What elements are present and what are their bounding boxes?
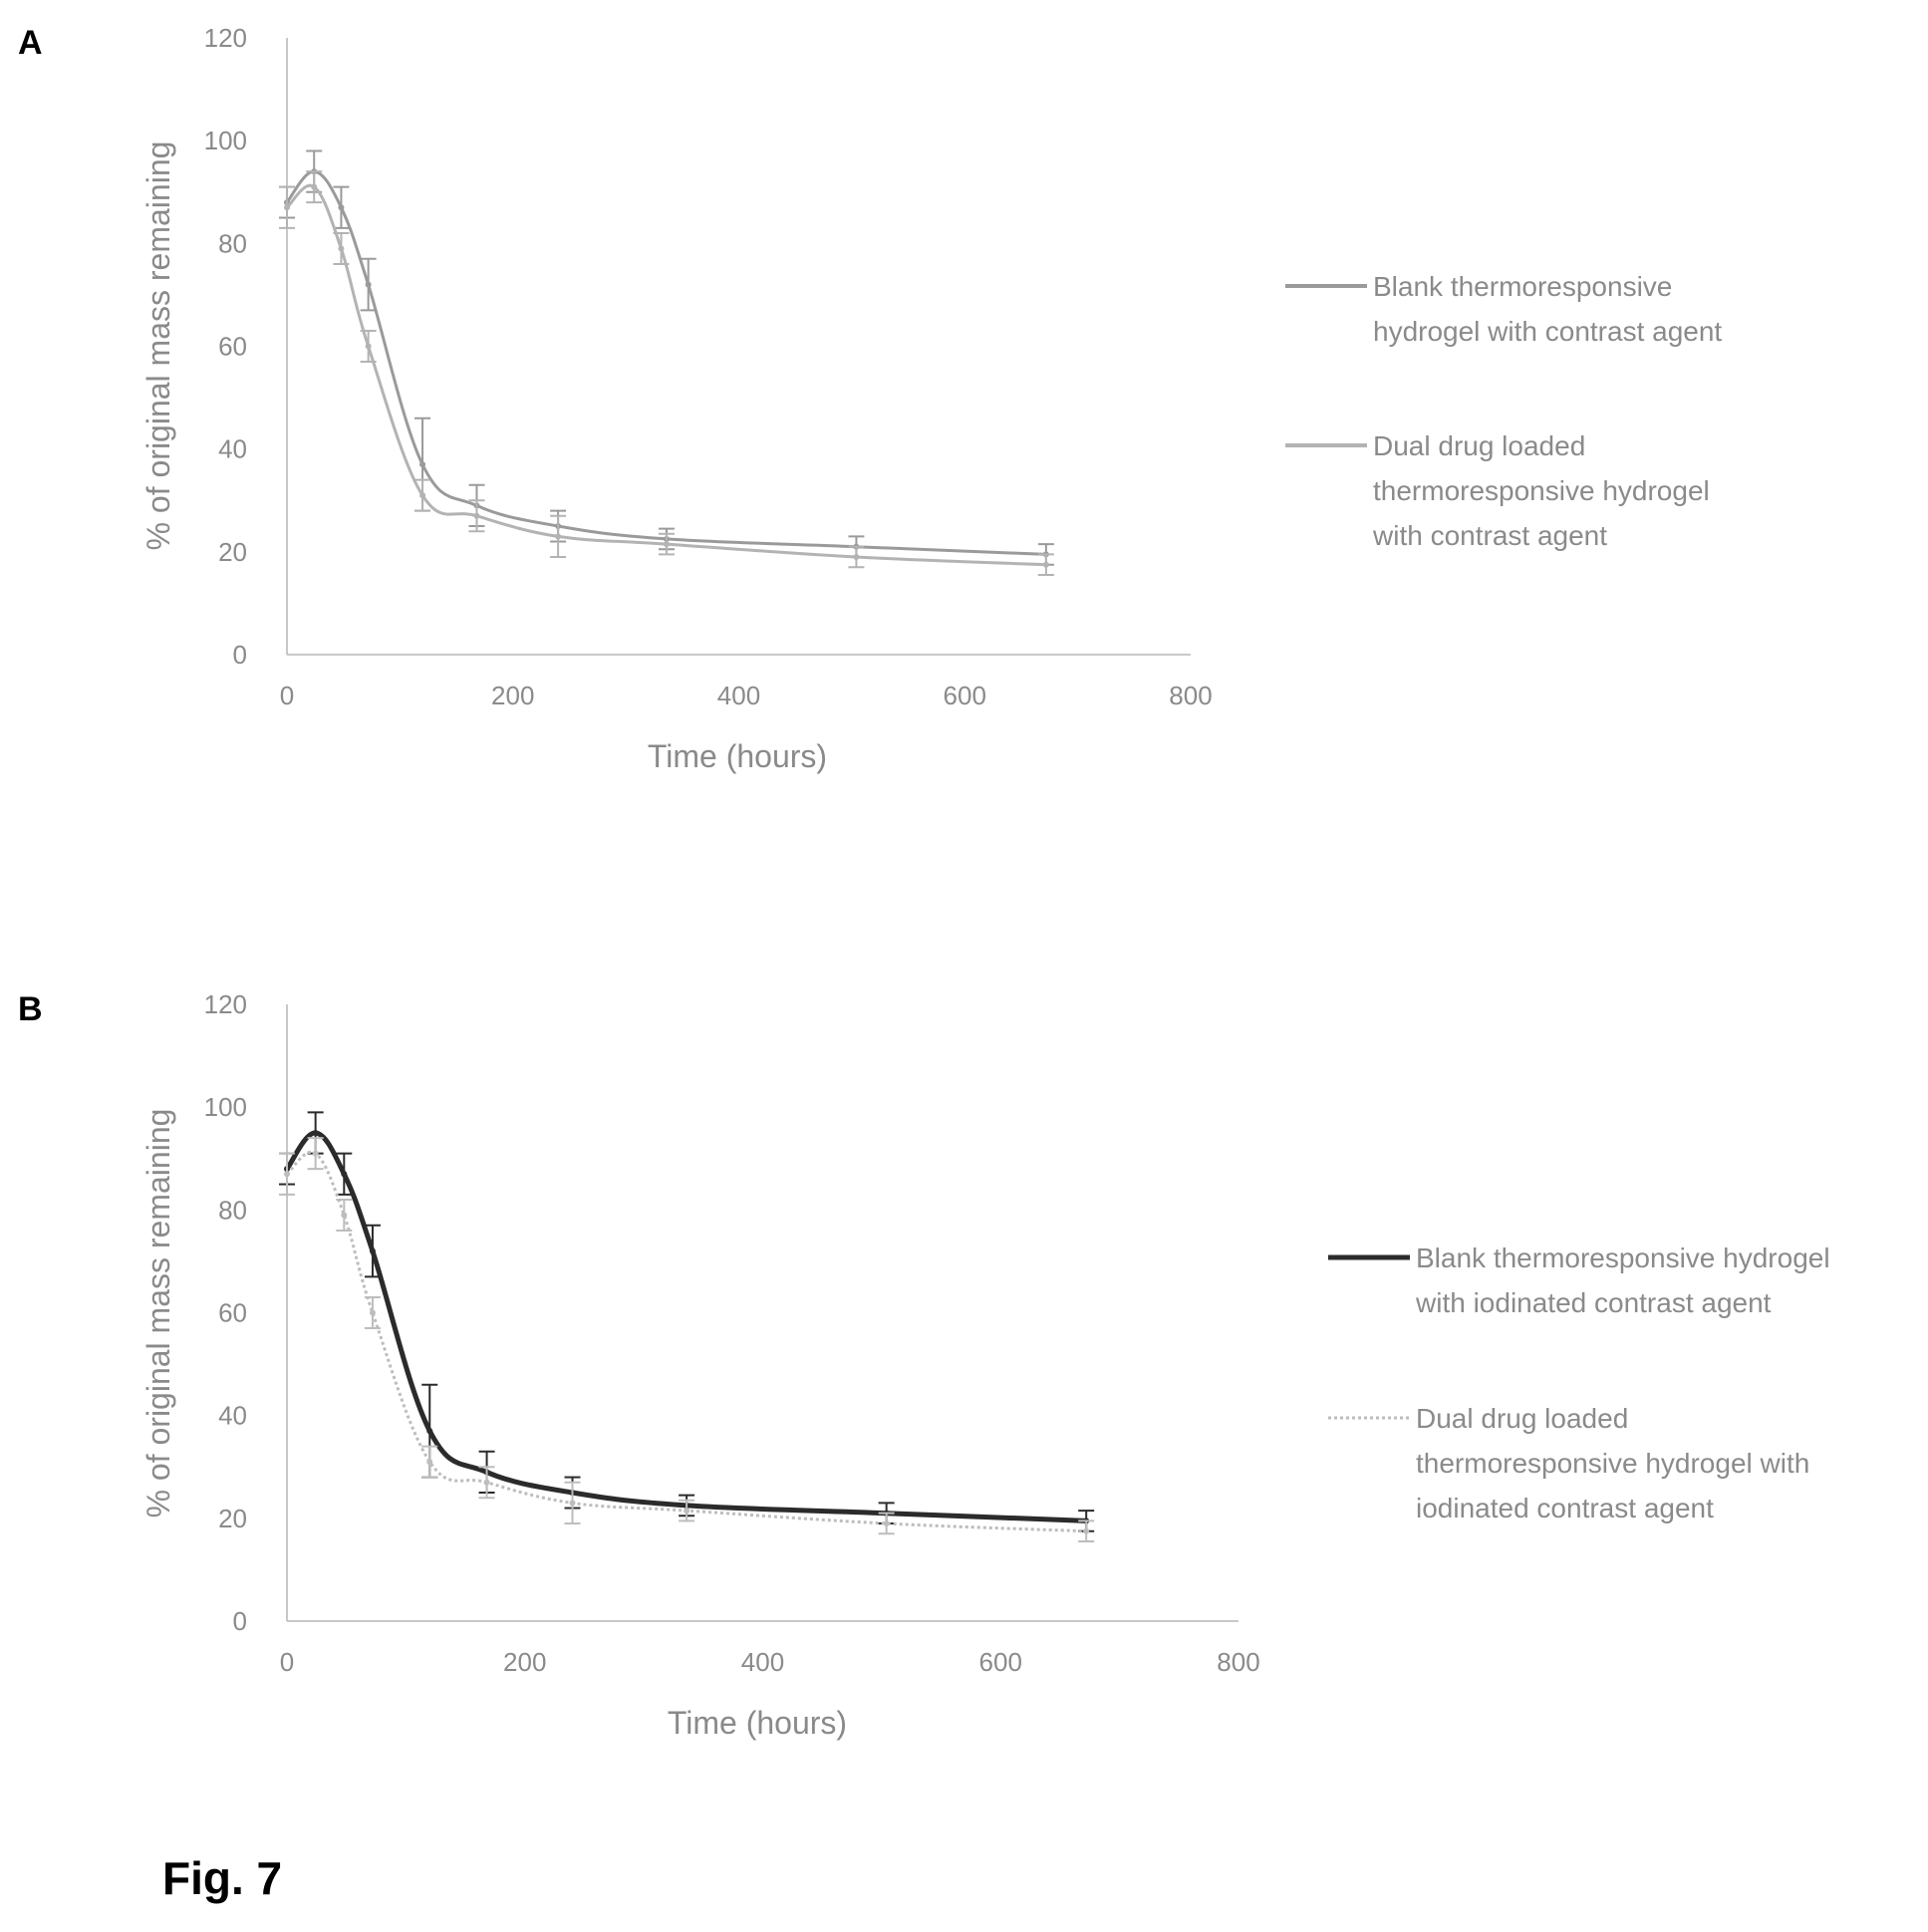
panel-b-label: B bbox=[18, 990, 43, 1028]
panel-b: B 0 20 40 60 80 100 120 0 200 400 600 800 Time (ho… bbox=[18, 989, 1837, 1741]
panel-b-series-2-point-8 bbox=[883, 1519, 890, 1526]
panel-a-y-tick-5: 100 bbox=[204, 126, 247, 155]
panel-a-series-2-point-1 bbox=[311, 183, 318, 190]
panel-a-series-2-point-7 bbox=[663, 541, 670, 548]
panel-b-series-2-point-4 bbox=[426, 1459, 433, 1466]
panel-a-series-2-point-0 bbox=[284, 204, 290, 211]
panel-a-series-group bbox=[279, 149, 1054, 577]
panel-b-legend-label-2-line-1: Dual drug loaded bbox=[1416, 1403, 1628, 1434]
panel-a-legend-label-1-line-1: Blank thermoresponsive bbox=[1373, 271, 1672, 302]
panel-a-x-tick-3: 600 bbox=[944, 681, 986, 710]
panel-a: A 0 20 40 60 80 100 120 0 200 400 600 800 Time (ho… bbox=[18, 23, 1722, 774]
panel-b-x-tick-2: 400 bbox=[741, 1647, 784, 1677]
panel-a-legend-item-2: Dual drug loaded thermoresponsive hydrog… bbox=[1285, 430, 1718, 551]
panel-b-series-1-point-1 bbox=[312, 1129, 319, 1136]
panel-b-series-2-point-5 bbox=[483, 1479, 490, 1486]
panel-a-y-tick-6: 120 bbox=[204, 23, 247, 53]
panel-b-y-tick-6: 120 bbox=[204, 989, 247, 1019]
panel-a-y-tick-4: 80 bbox=[218, 228, 247, 258]
panel-a-y-tick-1: 20 bbox=[218, 537, 247, 567]
panel-b-series-2-point-2 bbox=[341, 1212, 348, 1219]
panel-b-series-2-point-3 bbox=[369, 1309, 376, 1316]
panel-a-y-tick-3: 60 bbox=[218, 332, 247, 362]
panel-b-x-axis-title: Time (hours) bbox=[668, 1705, 847, 1741]
panel-a-series-2-point-8 bbox=[853, 553, 860, 560]
panel-a-series-2-line bbox=[285, 183, 1046, 567]
panel-a-series-2-point-9 bbox=[1042, 561, 1049, 568]
panel-a-legend-label-2-line-3: with contrast agent bbox=[1372, 520, 1607, 551]
panel-b-legend-label-2: Dual drug loaded thermoresponsive hydrog… bbox=[1416, 1403, 1817, 1523]
panel-b-x-tick-0: 0 bbox=[280, 1647, 294, 1677]
panel-b-series-2-point-9 bbox=[1083, 1527, 1090, 1534]
panel-b-y-tick-0: 0 bbox=[233, 1606, 247, 1636]
panel-a-y-tick-0: 0 bbox=[233, 640, 247, 670]
panel-b-x-tick-labels: 0 200 400 600 800 bbox=[280, 1647, 1260, 1677]
panel-a-x-tick-2: 400 bbox=[717, 681, 760, 710]
panel-a-legend-label-2: Dual drug loaded thermoresponsive hydrog… bbox=[1372, 430, 1718, 551]
panel-a-x-tick-labels: 0 200 400 600 800 bbox=[280, 681, 1213, 710]
panel-b-y-tick-5: 100 bbox=[204, 1092, 247, 1122]
panel-b-series-2-point-0 bbox=[284, 1171, 290, 1178]
panel-b-y-tick-1: 20 bbox=[218, 1504, 247, 1533]
panel-b-legend-label-2-line-2: thermoresponsive hydrogel with bbox=[1416, 1448, 1809, 1479]
panel-b-series-1-point-2 bbox=[341, 1171, 348, 1178]
panel-b-series-2-point-7 bbox=[684, 1508, 690, 1515]
panel-a-legend-label-2-line-1: Dual drug loaded bbox=[1373, 430, 1585, 461]
panel-a-series-2-point-3 bbox=[365, 343, 372, 350]
panel-b-x-tick-1: 200 bbox=[503, 1647, 546, 1677]
panel-b-series-2-line bbox=[285, 1150, 1087, 1533]
panel-b-series-2-point-6 bbox=[569, 1500, 576, 1507]
panel-b-legend-item-2: Dual drug loaded thermoresponsive hydrog… bbox=[1328, 1403, 1817, 1523]
panel-b-legend-label-1-line-1: Blank thermoresponsive hydrogel bbox=[1416, 1242, 1830, 1273]
panel-a-x-tick-1: 200 bbox=[491, 681, 534, 710]
panel-a-legend-label-1: Blank thermoresponsive hydrogel with con… bbox=[1373, 271, 1722, 347]
panel-a-series-1-point-2 bbox=[338, 204, 345, 211]
panel-a-x-tick-4: 800 bbox=[1169, 681, 1212, 710]
panel-b-plot-area: 0 20 40 60 80 100 120 0 200 400 600 800 bbox=[204, 989, 1260, 1677]
panel-a-legend-item-1: Blank thermoresponsive hydrogel with con… bbox=[1285, 271, 1722, 347]
panel-a-legend-label-2-line-2: thermoresponsive hydrogel bbox=[1373, 475, 1710, 506]
panel-b-series-2-point-1 bbox=[312, 1150, 319, 1157]
panel-a-series-1-point-3 bbox=[365, 281, 372, 288]
panel-b-y-tick-2: 40 bbox=[218, 1401, 247, 1431]
panel-b-legend-item-1: Blank thermoresponsive hydrogel with iod… bbox=[1328, 1242, 1837, 1318]
panel-a-plot-area: 0 20 40 60 80 100 120 0 200 400 600 800 bbox=[204, 23, 1213, 710]
panel-b-series-group bbox=[279, 1111, 1095, 1543]
panel-a-y-tick-2: 40 bbox=[218, 434, 247, 464]
panel-a-x-axis-title: Time (hours) bbox=[648, 738, 827, 774]
panel-b-x-tick-3: 600 bbox=[979, 1647, 1022, 1677]
panel-a-y-tick-labels: 0 20 40 60 80 100 120 bbox=[204, 23, 247, 670]
panel-a-series-2-point-5 bbox=[473, 512, 480, 519]
panel-b-y-tick-labels: 0 20 40 60 80 100 120 bbox=[204, 989, 247, 1636]
panel-a-label: A bbox=[18, 24, 43, 62]
panel-b-series-1-point-4 bbox=[426, 1428, 433, 1435]
panel-b-series-1-point-3 bbox=[369, 1247, 376, 1254]
panel-a-series-2-point-4 bbox=[419, 492, 426, 499]
panel-a-legend-label-1-line-2: hydrogel with contrast agent bbox=[1373, 316, 1722, 347]
panel-b-series-1-line bbox=[284, 1130, 1087, 1523]
panel-b-y-tick-3: 60 bbox=[218, 1298, 247, 1328]
panel-b-y-tick-4: 80 bbox=[218, 1195, 247, 1225]
panel-a-x-tick-0: 0 bbox=[280, 681, 294, 710]
panel-a-series-1-line bbox=[285, 169, 1046, 556]
panel-a-legend: Blank thermoresponsive hydrogel with con… bbox=[1285, 271, 1722, 551]
panel-b-legend-label-1-line-2: with iodinated contrast agent bbox=[1415, 1287, 1772, 1318]
panel-b-x-tick-4: 800 bbox=[1217, 1647, 1259, 1677]
panel-a-series-2-point-2 bbox=[338, 245, 345, 252]
panel-a-y-axis-title: % of original mass remaining bbox=[140, 141, 176, 551]
panel-a-series-2-point-6 bbox=[555, 533, 562, 540]
panel-b-y-axis-title: % of original mass remaining bbox=[140, 1109, 176, 1518]
figure-label: Fig. 7 bbox=[162, 1852, 282, 1904]
panel-b-legend-label-1: Blank thermoresponsive hydrogel with iod… bbox=[1415, 1242, 1837, 1318]
panel-b-legend-label-2-line-3: iodinated contrast agent bbox=[1416, 1493, 1714, 1523]
panel-a-series-1-point-4 bbox=[419, 461, 426, 468]
panel-b-legend: Blank thermoresponsive hydrogel with iod… bbox=[1328, 1242, 1837, 1523]
